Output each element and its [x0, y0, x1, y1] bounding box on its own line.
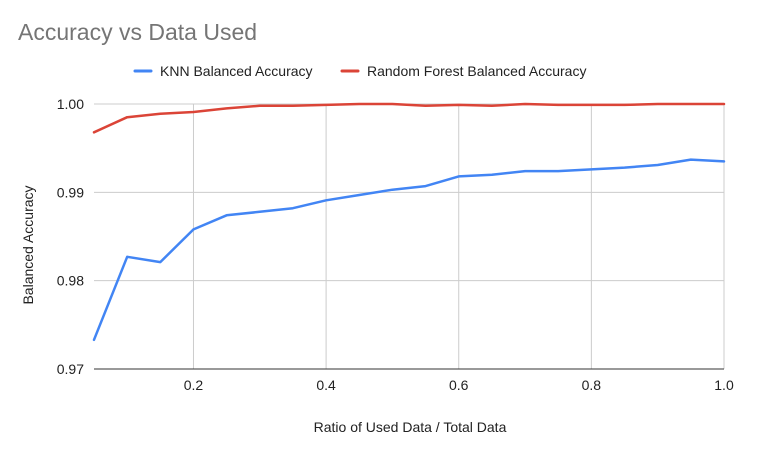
x-tick-label: 1.0: [714, 377, 734, 393]
x-tick-label: 0.2: [184, 377, 204, 393]
grid: [94, 103, 725, 370]
x-tick-label: 0.4: [316, 377, 336, 393]
legend-label: Random Forest Balanced Accuracy: [367, 63, 586, 79]
y-tick-label: 0.99: [57, 184, 84, 200]
y-tick-label: 1.00: [57, 96, 84, 112]
y-tick-label: 0.98: [57, 273, 84, 289]
x-tick-label: 0.6: [449, 377, 469, 393]
series-line-random-forest: [92, 102, 726, 134]
x-axis-label: Ratio of Used Data / Total Data: [314, 419, 507, 435]
axis-ticks: 0.97 0.98 0.99 1.00 0.2 0.4 0.6 0.8 1.0: [57, 96, 734, 393]
chart-title: Accuracy vs Data Used: [18, 19, 257, 45]
series-lines: [92, 102, 726, 342]
legend-label: KNN Balanced Accuracy: [160, 63, 313, 79]
series-line-knn: [92, 158, 726, 342]
legend: KNN Balanced Accuracy Random Forest Balan…: [133, 63, 586, 79]
y-tick-label: 0.97: [57, 361, 84, 377]
y-axis-label: Balanced Accuracy: [20, 185, 36, 304]
x-tick-label: 0.8: [582, 377, 602, 393]
